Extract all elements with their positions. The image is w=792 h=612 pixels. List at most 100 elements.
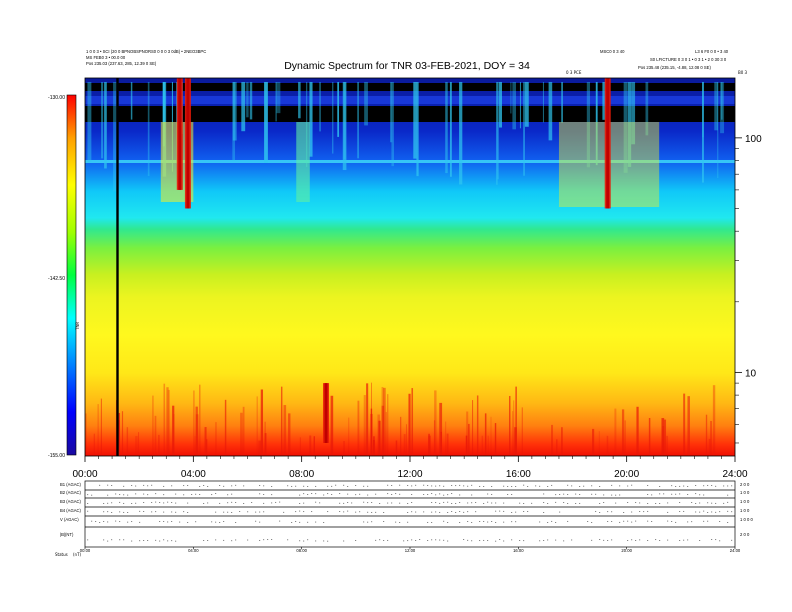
panel-trace-dot [347, 486, 349, 487]
panel-trace-dot [631, 511, 633, 513]
cyan-streak [113, 82, 117, 192]
panel-trace-dot [403, 540, 405, 542]
panel-trace-dot [259, 511, 261, 513]
panel-trace-dot [155, 501, 157, 503]
panel-trace-dot [635, 502, 637, 503]
panel-trace-dot [459, 494, 461, 496]
red-streak [512, 411, 514, 456]
panel-trace-dot [603, 494, 605, 496]
panel-trace-dot [671, 485, 673, 487]
panel-trace-dot [679, 502, 681, 503]
panel-trace-dot [163, 521, 165, 522]
red-streak [121, 411, 124, 456]
panel-trace-dot [303, 540, 305, 542]
panel-trace-dot [371, 502, 373, 503]
red-streak [433, 420, 436, 456]
panel-trace-dot [719, 511, 721, 513]
cyan-streak [631, 82, 636, 145]
panel-trace-dot [195, 521, 197, 523]
panel-trace-dot [367, 521, 369, 523]
panel-trace-dot [123, 485, 125, 487]
panel-scale: 1 0 0 [740, 490, 750, 495]
panel-trace-dot [319, 502, 321, 504]
panel-trace-dot [483, 539, 485, 541]
panel-trace-dot [191, 494, 193, 495]
panel-trace-dot [451, 493, 453, 494]
panel-trace-dot [711, 502, 713, 504]
panel-trace-dot [439, 511, 441, 513]
panel-trace-dot [727, 501, 729, 503]
panel-trace-dot [547, 503, 549, 504]
panel-trace-dot [263, 485, 265, 487]
panel-scale: 1 0 0 [740, 499, 750, 504]
panel-trace-dot [343, 540, 345, 542]
red-streak [687, 396, 690, 456]
red-streak [172, 405, 175, 456]
panel-trace-dot [447, 522, 449, 523]
panel-trace-dot [447, 494, 449, 496]
panel-trace-dot [367, 511, 369, 513]
panel-trace-dot [427, 521, 429, 523]
red-streak [487, 435, 489, 456]
panel-trace-dot [87, 539, 89, 541]
red-streak [152, 395, 154, 456]
panel-trace-dot [471, 494, 473, 496]
panel-trace-dot [107, 502, 109, 504]
panel-trace-dot [563, 502, 565, 503]
panel-trace-dot [543, 540, 545, 541]
cyan-streak [162, 82, 165, 147]
cyan-streak [512, 82, 517, 130]
panel-trace-dot [543, 512, 545, 513]
cyan-streak [717, 82, 719, 179]
panel-trace-dot [315, 521, 317, 523]
panel-trace-dot [391, 494, 393, 495]
panel-trace-dot [555, 494, 557, 496]
panel-trace-dot [247, 511, 249, 513]
panel-trace-dot [131, 540, 133, 542]
cyan-streak [389, 82, 393, 143]
panel-trace-dot [523, 484, 525, 486]
panel-trace-dot [487, 540, 489, 542]
red-streak [708, 438, 711, 456]
panel-trace-dot [707, 512, 709, 513]
panel-trace-dot [531, 502, 533, 504]
panel-trace-dot [647, 510, 649, 512]
panel-trace-dot [199, 486, 201, 487]
panel-trace-dot [523, 511, 525, 512]
panel-trace-dot [111, 539, 113, 541]
panel-trace-dot [703, 494, 705, 496]
panel-trace-dot [463, 511, 465, 513]
panel-trace-dot [215, 511, 217, 513]
red-streak [663, 419, 667, 456]
panel-trace-dot [699, 494, 701, 496]
panel-trace-dot [567, 520, 569, 522]
panel-trace-dot [671, 493, 673, 495]
panel-trace-dot [383, 521, 385, 522]
panel-trace-dot [443, 485, 445, 487]
panel-trace-dot [467, 511, 469, 513]
panel-trace-dot [411, 502, 413, 503]
panel-trace-dot [727, 494, 729, 496]
panel-trace-dot [379, 539, 381, 541]
panel-trace-dot [611, 521, 613, 522]
panel-trace-dot [551, 520, 553, 522]
panel-trace-dot [499, 510, 501, 512]
panel-trace-dot [479, 521, 481, 522]
panel-trace-dot [631, 521, 633, 523]
panel-trace-dot [731, 511, 733, 513]
panel-trace-dot [607, 521, 609, 522]
panel-trace-dot [611, 494, 613, 496]
cyan-streak [309, 82, 313, 157]
cyan-streak [645, 82, 649, 136]
red-streak [240, 412, 243, 456]
panel-trace-dot [183, 485, 185, 487]
panel-trace-dot [367, 502, 369, 504]
panel-trace-dot [459, 522, 461, 523]
red-streak [313, 436, 315, 456]
panel-trace-dot [407, 512, 409, 513]
panel-trace-dot [115, 493, 117, 495]
panel-trace-dot [143, 502, 145, 503]
panel-scale: 1 0 0 [740, 508, 750, 513]
panel-trace-dot [647, 494, 649, 495]
panel-trace-dot [451, 503, 453, 504]
